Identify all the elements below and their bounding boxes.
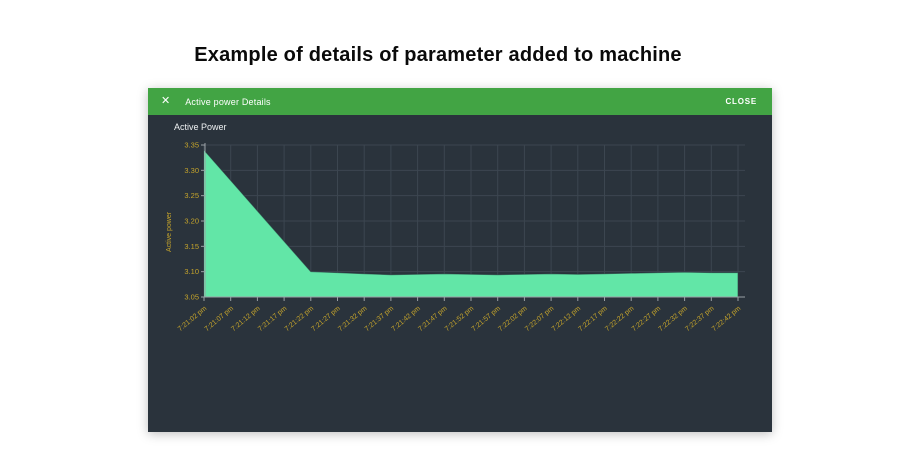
y-tick-label: 3.10 <box>184 267 199 276</box>
y-tick-label: 3.05 <box>184 293 199 302</box>
modal-header: ✕ Active power Details CLOSE <box>148 88 772 115</box>
y-tick-label: 3.15 <box>184 242 199 251</box>
active-power-details-modal: ✕ Active power Details CLOSE Active Powe… <box>148 88 772 432</box>
close-icon[interactable]: ✕ <box>161 95 171 107</box>
area-series-line <box>203 149 739 297</box>
y-tick-label: 3.35 <box>184 141 199 150</box>
y-tick-label: 3.25 <box>184 191 199 200</box>
modal-body: Active Power Active power 3.35 3.30 3.25 3.… <box>148 115 772 432</box>
active-power-chart: 3.353.303.253.203.153.103.057:21:02 pm7:… <box>177 141 745 333</box>
x-tick-label: 7:22:42 pm <box>711 305 742 333</box>
chart-title: Active Power <box>174 122 227 132</box>
y-tick-label: 3.30 <box>184 166 199 175</box>
close-button[interactable]: CLOSE <box>725 97 757 106</box>
area-series <box>204 150 738 297</box>
page-title: Example of details of parameter added to… <box>194 44 682 66</box>
y-tick-label: 3.20 <box>184 217 199 226</box>
modal-title: Active power Details <box>185 96 271 107</box>
